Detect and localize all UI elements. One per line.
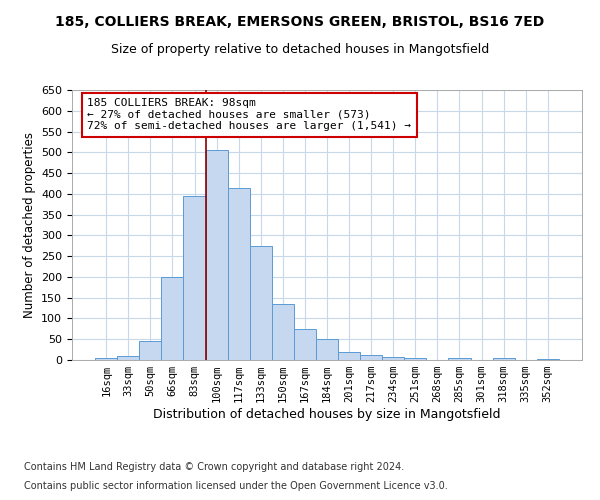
- Bar: [448, 358, 470, 360]
- Bar: [294, 329, 316, 360]
- X-axis label: Distribution of detached houses by size in Mangotsfield: Distribution of detached houses by size …: [153, 408, 501, 421]
- Text: 185 COLLIERS BREAK: 98sqm
← 27% of detached houses are smaller (573)
72% of semi: 185 COLLIERS BREAK: 98sqm ← 27% of detac…: [88, 98, 412, 132]
- Text: 185, COLLIERS BREAK, EMERSONS GREEN, BRISTOL, BS16 7ED: 185, COLLIERS BREAK, EMERSONS GREEN, BRI…: [55, 15, 545, 29]
- Text: Contains public sector information licensed under the Open Government Licence v3: Contains public sector information licen…: [24, 481, 448, 491]
- Bar: [139, 342, 161, 360]
- Bar: [537, 359, 559, 360]
- Text: Size of property relative to detached houses in Mangotsfield: Size of property relative to detached ho…: [111, 42, 489, 56]
- Bar: [272, 304, 294, 360]
- Text: Contains HM Land Registry data © Crown copyright and database right 2024.: Contains HM Land Registry data © Crown c…: [24, 462, 404, 472]
- Bar: [161, 277, 184, 360]
- Bar: [227, 188, 250, 360]
- Bar: [250, 246, 272, 360]
- Bar: [206, 150, 227, 360]
- Bar: [404, 358, 427, 360]
- Bar: [316, 339, 338, 360]
- Bar: [493, 358, 515, 360]
- Y-axis label: Number of detached properties: Number of detached properties: [23, 132, 35, 318]
- Bar: [360, 355, 382, 360]
- Bar: [117, 356, 139, 360]
- Bar: [95, 358, 117, 360]
- Bar: [338, 352, 360, 360]
- Bar: [184, 196, 206, 360]
- Bar: [382, 356, 404, 360]
